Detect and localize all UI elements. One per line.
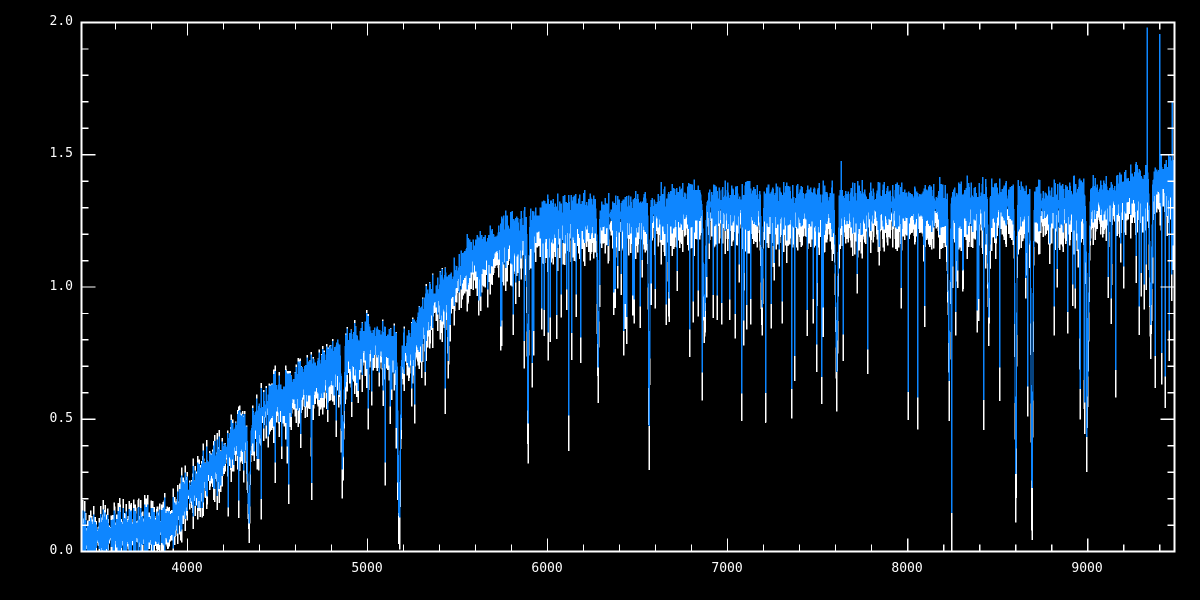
y-tick-label: 1.5	[49, 146, 73, 162]
spectrum-data-layer	[81, 27, 1174, 551]
y-tick-label: 0.0	[49, 543, 73, 558]
y-tick-label: 0.5	[49, 410, 73, 426]
x-tick-label: 7000	[711, 561, 743, 576]
spectrum-blue	[81, 27, 1174, 551]
y-tick-label: 1.0	[49, 278, 73, 294]
x-tick-label: 8000	[891, 561, 923, 576]
x-tick-label: 5000	[351, 561, 383, 576]
axis-layer	[80, 21, 1176, 553]
x-tick-label: 4000	[171, 561, 203, 576]
y-tick-label: 2.0	[49, 14, 73, 29]
x-tick-label: 9000	[1071, 561, 1103, 576]
x-tick-label: 6000	[531, 561, 563, 576]
